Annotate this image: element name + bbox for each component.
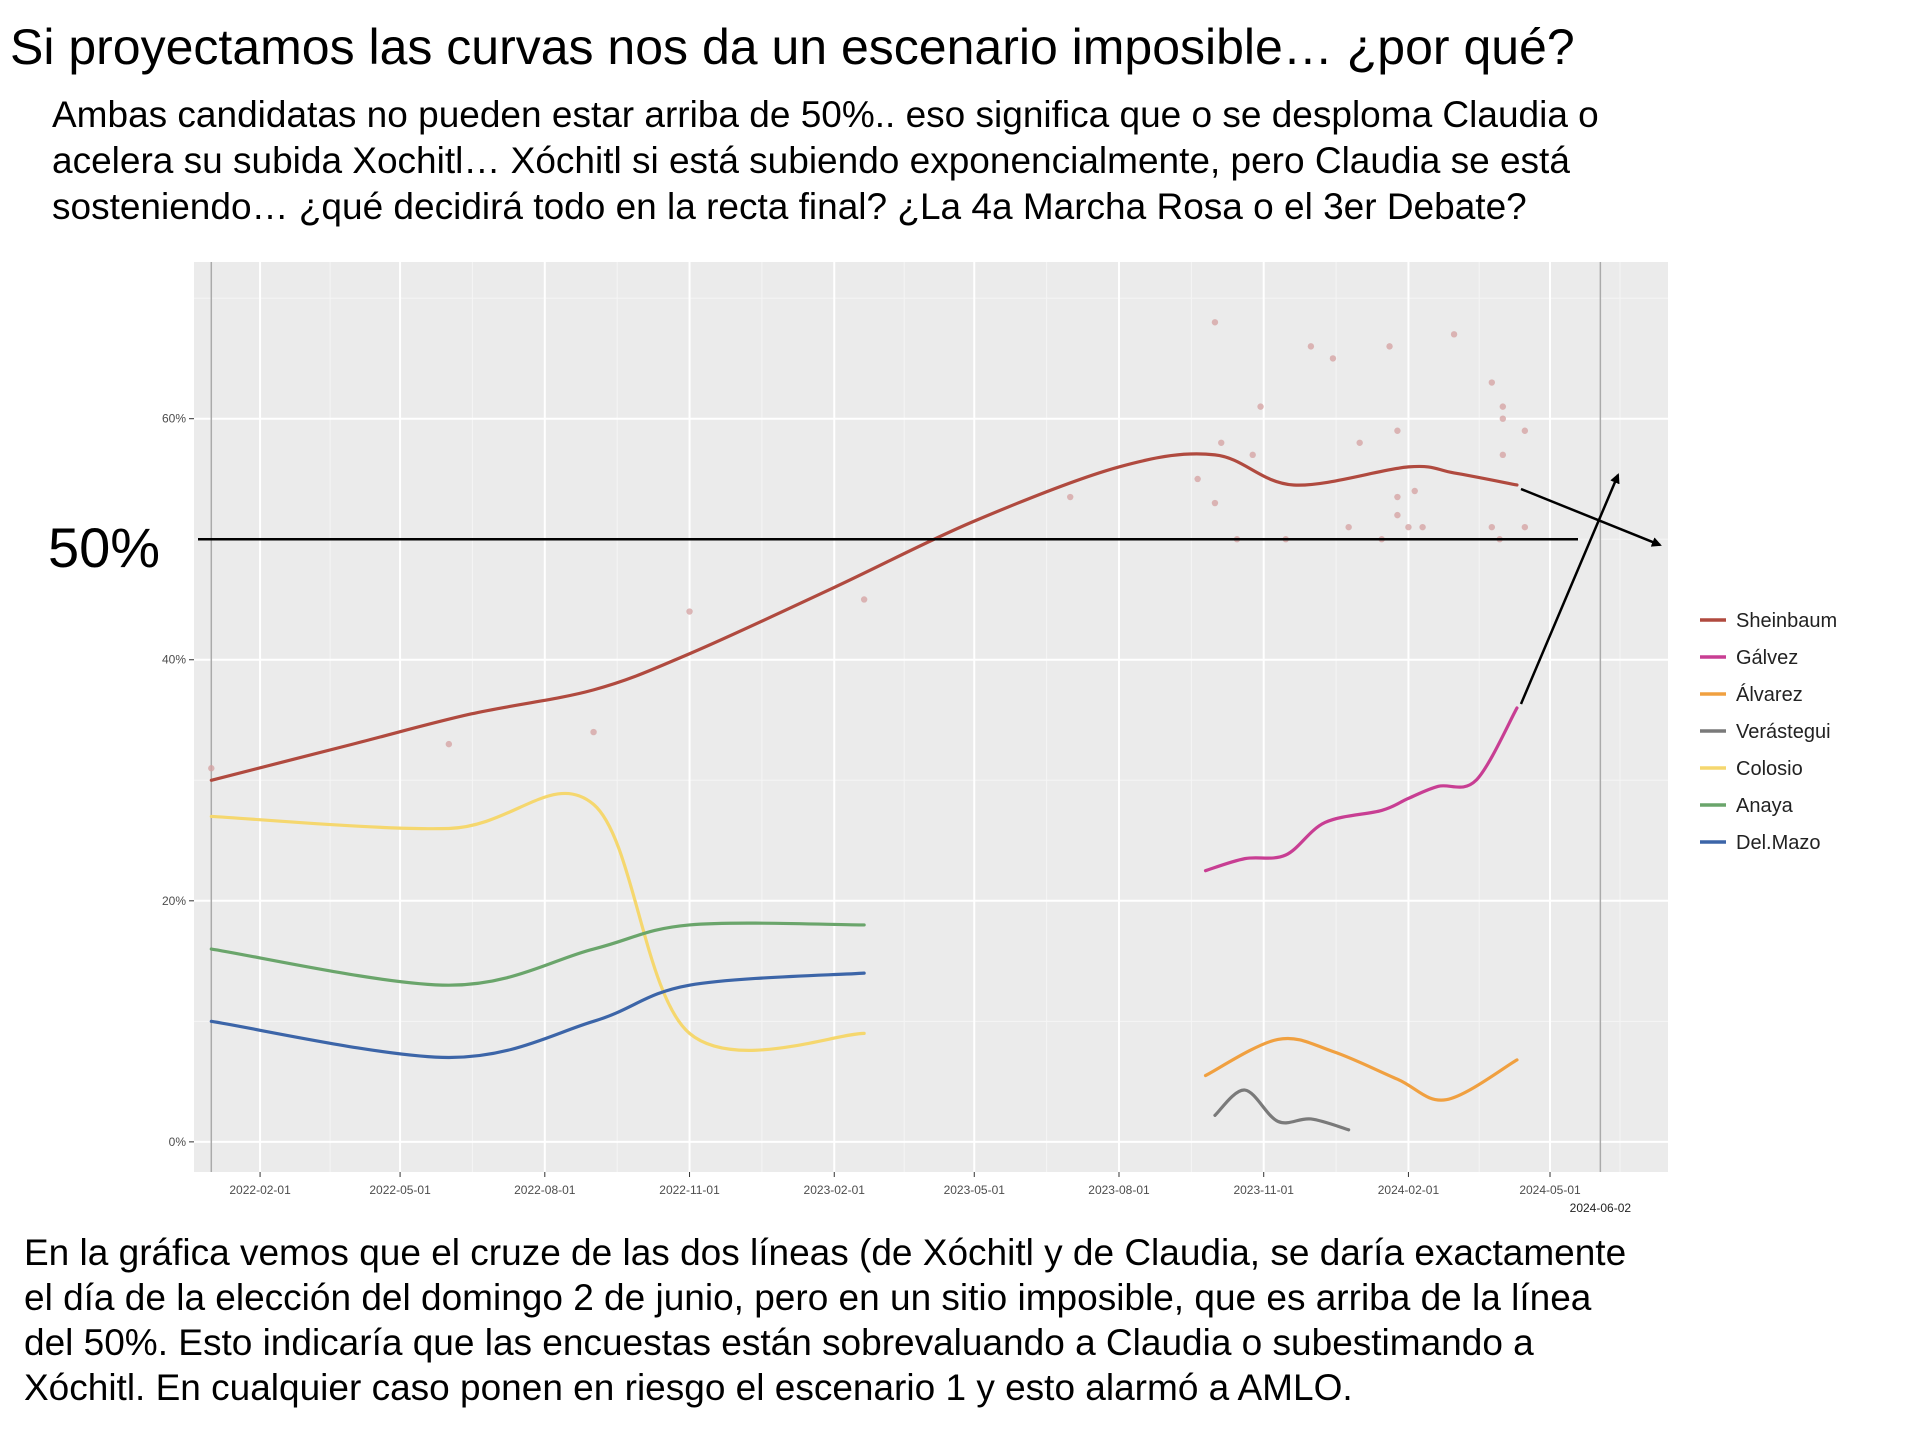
- poll-point: [1257, 403, 1264, 410]
- poll-point: [1218, 439, 1225, 446]
- poll-point: [445, 740, 453, 748]
- x-tick-label: 2024-05-01: [1519, 1183, 1581, 1197]
- poll-point: [1499, 403, 1507, 410]
- x-tick-label: 2023-05-01: [944, 1183, 1006, 1197]
- legend-label: Sheinbaum: [1736, 610, 1837, 632]
- legend-label: Álvarez: [1736, 683, 1803, 706]
- poll-point: [1488, 379, 1496, 386]
- poll-point: [1329, 355, 1337, 362]
- conclusion-line: del 50%. Esto indicaría que las encuesta…: [24, 1322, 1534, 1364]
- poll-point: [590, 728, 597, 736]
- poll-point: [1211, 319, 1219, 326]
- series-line-delmazo: [209, 971, 866, 1060]
- poll-point: [1411, 487, 1418, 495]
- poll-point: [1521, 523, 1529, 531]
- poll-point: [1419, 523, 1426, 531]
- y-tick-label: 60%: [162, 412, 186, 426]
- series-line-sheinbaum: [209, 452, 1519, 782]
- intro-line: sosteniendo… ¿qué decidirá todo en la re…: [52, 185, 1527, 227]
- x-tick-label: 2022-02-01: [229, 1183, 291, 1197]
- series-line-anaya: [209, 921, 866, 987]
- legend-label: Colosio: [1736, 758, 1803, 780]
- election-date-label: 2024-06-02: [1570, 1201, 1632, 1215]
- series-line-glvez: [1203, 706, 1519, 873]
- series-line-colosio: [209, 791, 866, 1052]
- poll-point: [1307, 343, 1315, 350]
- series-line-verstegui: [1213, 1088, 1351, 1132]
- intro-line: Ambas candidatas no pueden estar arriba …: [52, 94, 1599, 135]
- intro-line: acelera su subida Xochitl… Xóchitl si es…: [52, 139, 1570, 181]
- poll-point: [1521, 427, 1529, 434]
- x-tick-label: 2023-08-01: [1088, 1183, 1150, 1197]
- x-tick-label: 2022-08-01: [514, 1183, 576, 1197]
- poll-point: [208, 765, 215, 772]
- conclusion-line: el día de la elección del domingo 2 de j…: [24, 1277, 1592, 1319]
- poll-point: [1405, 523, 1412, 531]
- x-tick-label: 2022-11-01: [659, 1183, 720, 1197]
- poll-point: [1499, 451, 1507, 459]
- sheinbaum-trend-arrow: [1520, 487, 1662, 547]
- legend-label: Anaya: [1736, 795, 1794, 817]
- poll-point: [1211, 499, 1219, 507]
- poll-point: [1067, 493, 1074, 501]
- slide-title: Si proyectamos las curvas nos da un esce…: [10, 19, 1575, 75]
- x-tick-label: 2022-05-01: [369, 1183, 431, 1197]
- conclusion-line: Xóchitl. En cualquier caso ponen en ries…: [24, 1367, 1353, 1409]
- poll-point: [1394, 493, 1401, 501]
- poll-point: [1450, 331, 1458, 338]
- galvez-trend-arrow: [1519, 473, 1620, 705]
- y-tick-label: 20%: [162, 894, 186, 908]
- poll-point: [1394, 427, 1401, 434]
- poll-point: [1499, 415, 1507, 422]
- poll-point: [1356, 439, 1363, 446]
- x-tick-label: 2023-11-01: [1233, 1183, 1294, 1197]
- fifty-percent-label: 50%: [48, 516, 161, 579]
- poll-point: [1488, 523, 1496, 531]
- conclusion-paragraph: En la gráfica vemos que el cruze de las …: [24, 1230, 1904, 1411]
- conclusion-line: En la gráfica vemos que el cruze de las …: [24, 1232, 1627, 1273]
- x-tick-label: 2024-02-01: [1378, 1183, 1440, 1197]
- intro-paragraph: Ambas candidatas no pueden estar arriba …: [52, 92, 1892, 230]
- series-line-lvarez: [1203, 1036, 1519, 1102]
- poll-point: [860, 596, 868, 603]
- legend-label: Gálvez: [1736, 647, 1798, 669]
- poll-point: [1345, 523, 1352, 531]
- poll-point: [1394, 511, 1401, 519]
- poll-point: [686, 608, 693, 615]
- poll-point: [1249, 451, 1256, 459]
- plot-panel: [194, 262, 1668, 1172]
- x-tick-label: 2023-02-01: [804, 1183, 866, 1197]
- poll-point: [1194, 475, 1201, 483]
- legend-label: Verástegui: [1736, 721, 1831, 743]
- y-tick-label: 40%: [162, 653, 186, 667]
- y-tick-label: 0%: [169, 1135, 187, 1149]
- poll-point: [1386, 343, 1393, 350]
- legend-label: Del.Mazo: [1736, 832, 1820, 854]
